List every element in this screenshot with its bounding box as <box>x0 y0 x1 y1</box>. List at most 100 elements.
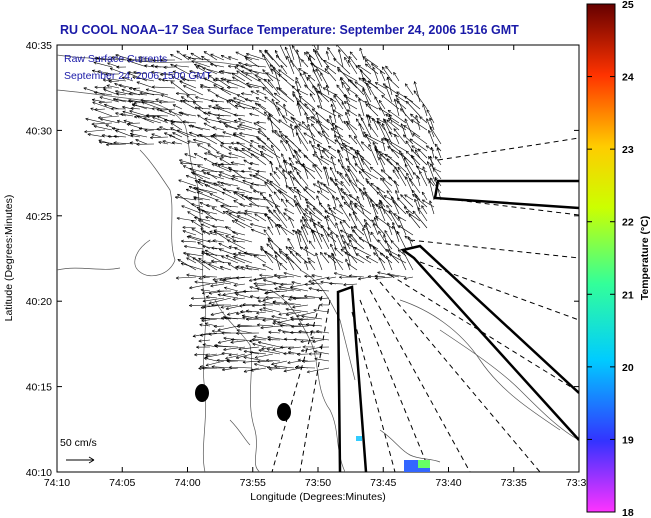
current-vector-head <box>295 76 299 80</box>
current-vector-head <box>308 57 312 60</box>
current-vector-head <box>216 358 220 361</box>
current-vector <box>350 233 358 243</box>
current-vector-head <box>262 307 266 310</box>
current-vector-head <box>290 123 293 127</box>
current-vector-head <box>279 325 283 328</box>
current-vector <box>341 81 351 96</box>
current-vector-head <box>400 153 403 157</box>
current-vector-head <box>251 339 255 342</box>
current-vector <box>334 247 344 257</box>
current-vector-head <box>418 148 422 151</box>
current-vector-head <box>199 202 203 205</box>
current-vector <box>311 123 323 138</box>
current-vector <box>320 182 337 194</box>
current-vector <box>234 120 246 124</box>
current-vector-head <box>151 86 155 89</box>
current-vector-head <box>211 365 215 367</box>
current-vector-head <box>409 138 412 142</box>
current-vector <box>227 239 246 250</box>
current-vector <box>324 215 330 229</box>
current-vector <box>210 100 225 103</box>
current-vector <box>320 252 330 264</box>
current-vector-head <box>327 203 331 207</box>
current-vector-head <box>328 115 331 119</box>
current-vector <box>273 171 281 180</box>
current-vector-head <box>318 202 321 206</box>
current-vector-head <box>320 72 324 75</box>
current-vector-head <box>363 219 366 223</box>
current-vector-head <box>333 272 337 276</box>
current-vector-head <box>267 339 271 342</box>
current-vector-head <box>303 132 306 136</box>
current-vector <box>404 83 414 96</box>
current-vector-head <box>278 74 281 78</box>
current-vector-head <box>232 239 236 242</box>
current-vector-head <box>249 161 253 164</box>
current-vector <box>388 210 400 229</box>
current-vector <box>294 195 302 208</box>
current-vector-head <box>316 190 319 194</box>
current-vector-head <box>283 272 287 275</box>
current-vector-head <box>219 279 223 282</box>
current-vector <box>321 233 330 250</box>
current-vector <box>297 189 302 201</box>
current-vector <box>363 77 372 96</box>
current-vector-head <box>193 198 197 201</box>
current-vector-head <box>312 207 315 211</box>
current-vector-head <box>368 144 372 147</box>
current-vector-head <box>253 279 257 282</box>
current-vector-head <box>349 51 353 54</box>
current-vector-head <box>92 98 96 100</box>
current-vector <box>230 162 246 166</box>
current-vector <box>375 82 386 89</box>
current-vector-head <box>217 328 221 331</box>
current-vector-head <box>277 277 281 280</box>
current-vector-head <box>190 298 194 300</box>
current-vector-head <box>293 298 297 301</box>
current-vector-head <box>134 115 137 118</box>
current-vector-head <box>230 162 234 165</box>
current-vector-head <box>232 175 235 178</box>
current-vector-head <box>367 276 371 279</box>
current-vector-head <box>178 112 182 115</box>
current-vector-head <box>227 87 230 90</box>
current-vector-head <box>194 216 198 218</box>
current-vector <box>274 251 288 264</box>
current-vector-head <box>230 338 234 340</box>
current-vector <box>262 307 281 313</box>
current-vector <box>295 125 309 145</box>
current-vector <box>278 165 295 180</box>
current-vector-head <box>244 195 248 197</box>
current-vector <box>194 75 211 82</box>
current-vector <box>314 351 330 355</box>
current-vector <box>295 161 316 173</box>
current-vector-head <box>315 87 318 90</box>
current-vector <box>197 64 218 75</box>
current-vector-head <box>204 357 207 361</box>
current-vector <box>377 239 386 250</box>
current-vector-head <box>287 362 291 365</box>
current-vector-head <box>222 280 225 283</box>
current-vector-head <box>229 365 233 368</box>
current-vector-head <box>344 144 348 148</box>
current-vector-head <box>304 284 308 286</box>
current-vector-head <box>128 86 132 89</box>
inset-line-2: September 24, 2006 1500 GMT <box>64 70 212 82</box>
current-vector-head <box>228 98 232 101</box>
current-vector-head <box>151 133 155 137</box>
current-vector <box>233 200 246 208</box>
current-vector-head <box>349 200 352 204</box>
current-vector <box>201 252 225 257</box>
current-vector-head <box>340 147 343 150</box>
current-vector <box>250 153 267 166</box>
current-vector-head <box>425 145 428 149</box>
current-vector-head <box>159 58 163 61</box>
current-vector-head <box>240 71 244 74</box>
current-vector-head <box>365 103 368 107</box>
current-vector-head <box>353 226 356 230</box>
current-vector <box>258 341 281 348</box>
current-vector-head <box>426 109 430 112</box>
current-vector-head <box>152 58 156 61</box>
current-vector-head <box>369 244 372 248</box>
x-tick-label: 74:00 <box>174 477 200 489</box>
